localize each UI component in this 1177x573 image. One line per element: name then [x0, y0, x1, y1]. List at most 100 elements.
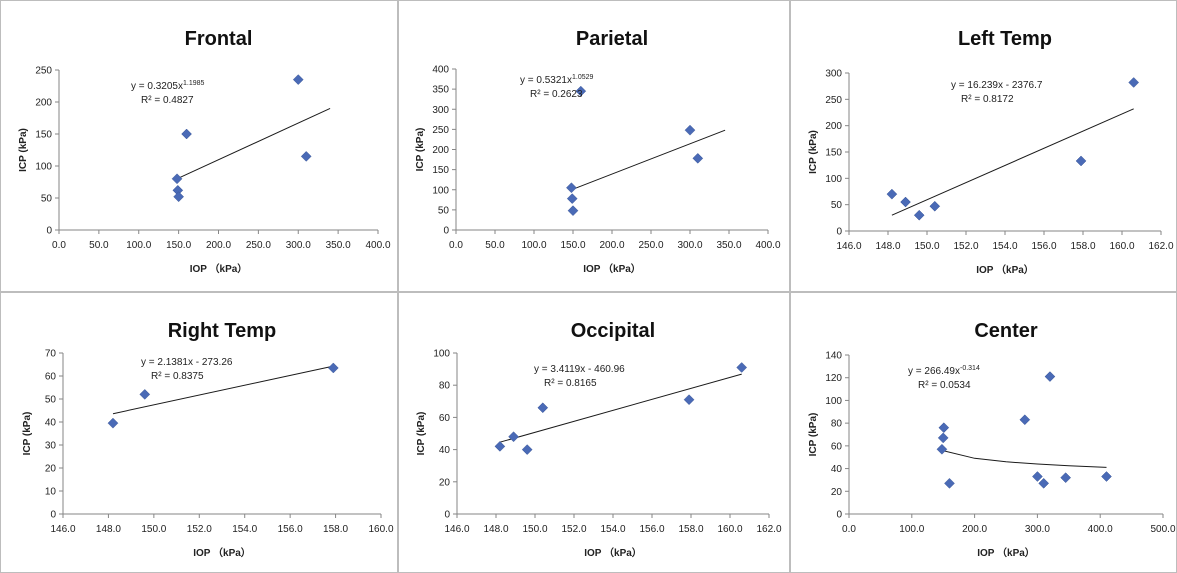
x-axis-label: IOP （kPa）	[976, 263, 1034, 276]
y-tick-label: 300	[825, 69, 842, 80]
data-point	[1032, 471, 1043, 482]
x-tick-label: 400.0	[755, 240, 780, 251]
data-point	[566, 193, 578, 204]
chart-title: Frontal	[185, 28, 253, 50]
x-tick-label: 300.0	[677, 240, 702, 251]
chart-title: Center	[974, 320, 1038, 342]
data-point	[938, 422, 950, 434]
x-tick-label: 146.0	[444, 524, 469, 535]
equation-base: y = 2.1381x - 273.26	[141, 357, 233, 368]
chart-title: Left Temp	[958, 28, 1052, 50]
chart-panel: Center 0 20 40 60 80 100 120 140 0.0 100.0 200.0 300…	[790, 292, 1177, 573]
y-tick-label: 100	[433, 349, 450, 360]
x-tick-label: 250.0	[246, 240, 271, 251]
y-tick-label: 50	[438, 205, 450, 216]
x-tick-label: 158.0	[323, 524, 348, 535]
y-tick-label: 70	[45, 349, 57, 360]
equation-exponent: 1.1985	[183, 80, 205, 87]
x-tick-label: 150.0	[166, 240, 191, 251]
y-tick-label: 200	[432, 145, 449, 156]
data-point	[913, 209, 925, 221]
data-point	[1019, 414, 1031, 426]
y-tick-label: 80	[439, 381, 451, 392]
data-point	[683, 394, 695, 406]
x-tick-label: 156.0	[1031, 241, 1056, 252]
trendline	[112, 365, 334, 415]
x-tick-label: 100.0	[899, 524, 924, 535]
trendline	[941, 449, 1107, 468]
x-tick-label: 152.0	[953, 241, 978, 252]
x-tick-label: 150.0	[522, 524, 547, 535]
data-point	[494, 441, 506, 452]
data-point	[1038, 477, 1050, 489]
x-tick-label: 350.0	[716, 240, 741, 251]
chart-panel: Occipital 0 20 40 60 80 100 146.0 148.0 150.0 152.…	[398, 292, 790, 573]
x-tick-label: 158.0	[1070, 241, 1095, 252]
x-axis-label: IOP （kPa）	[190, 262, 248, 275]
x-tick-label: 154.0	[992, 241, 1017, 252]
y-tick-label: 250	[432, 125, 449, 136]
r-squared-label: R² = 0.0534	[918, 380, 971, 391]
equation-exponent: -0.314	[960, 365, 980, 372]
trendline	[571, 129, 726, 191]
data-point	[139, 389, 151, 400]
x-tick-label: 148.0	[875, 241, 900, 252]
y-tick-label: 150	[825, 148, 842, 159]
data-point	[944, 477, 955, 489]
chart-title: Right Temp	[168, 320, 277, 342]
data-point	[937, 432, 949, 444]
y-tick-label: 0	[836, 510, 842, 521]
y-axis-label: ICP (kPa)	[415, 128, 426, 172]
x-tick-label: 0.0	[449, 240, 463, 251]
x-tick-label: 100.0	[126, 240, 151, 251]
x-tick-label: 350.0	[326, 240, 351, 251]
data-point	[292, 74, 304, 85]
y-axis-label: ICP (kPa)	[416, 412, 427, 456]
y-tick-label: 60	[45, 372, 57, 383]
x-tick-label: 200.0	[206, 240, 231, 251]
trendline-equation: y = 266.49x-0.314	[908, 365, 980, 377]
trendline-equation: y = 0.5321x1.0529	[520, 74, 594, 86]
x-tick-label: 150.0	[141, 524, 166, 535]
y-tick-label: 20	[831, 487, 843, 498]
x-tick-label: 154.0	[600, 524, 625, 535]
chart-svg: Right Temp 0 10 20 30 40 50 60 70 146.0 148.0 150.0…	[22, 320, 394, 559]
data-point	[1060, 472, 1072, 484]
data-point	[692, 153, 704, 164]
x-axis-label: IOP （kPa）	[584, 546, 642, 559]
x-tick-label: 152.0	[561, 524, 586, 535]
data-point	[171, 173, 183, 185]
r-squared-label: R² = 0.4827	[141, 95, 194, 106]
y-tick-label: 40	[831, 464, 843, 475]
trendline-equation: y = 3.4119x - 460.96	[534, 364, 625, 375]
y-tick-label: 350	[432, 85, 449, 96]
x-tick-label: 162.0	[1148, 241, 1173, 252]
y-tick-label: 0	[444, 510, 450, 521]
y-tick-label: 50	[45, 395, 57, 406]
trendline-equation: y = 2.1381x - 273.26	[141, 357, 233, 368]
y-tick-label: 250	[825, 95, 842, 106]
equation-base: y = 16.239x - 2376.7	[951, 80, 1043, 91]
chart-svg: Left Temp 0 50 100 150 200 250 300 146.0 148.0 150…	[808, 28, 1174, 276]
data-point	[173, 191, 184, 203]
data-point	[900, 196, 911, 208]
data-point	[327, 362, 339, 374]
x-tick-label: 150.0	[914, 241, 939, 252]
chart-panel: Parietal 0 50 100 150 200 250 300 350 400 0.0 50.0 1…	[398, 0, 790, 292]
y-axis-label: ICP (kPa)	[22, 412, 33, 456]
x-tick-label: 400.0	[1088, 524, 1113, 535]
data-point	[1044, 371, 1056, 382]
y-tick-label: 0	[46, 226, 52, 237]
data-point	[508, 431, 519, 443]
data-point	[537, 402, 549, 414]
chart-svg: Occipital 0 20 40 60 80 100 146.0 148.0 150.0 152.…	[416, 320, 782, 559]
x-tick-label: 160.0	[1109, 241, 1134, 252]
data-point	[566, 182, 577, 194]
y-tick-label: 100	[825, 174, 842, 185]
chart-title: Parietal	[576, 28, 648, 50]
x-tick-label: 148.0	[483, 524, 508, 535]
x-tick-label: 146.0	[836, 241, 861, 252]
y-tick-label: 140	[825, 351, 842, 362]
equation-base: y = 0.3205x	[131, 81, 183, 92]
y-tick-label: 20	[45, 464, 57, 475]
